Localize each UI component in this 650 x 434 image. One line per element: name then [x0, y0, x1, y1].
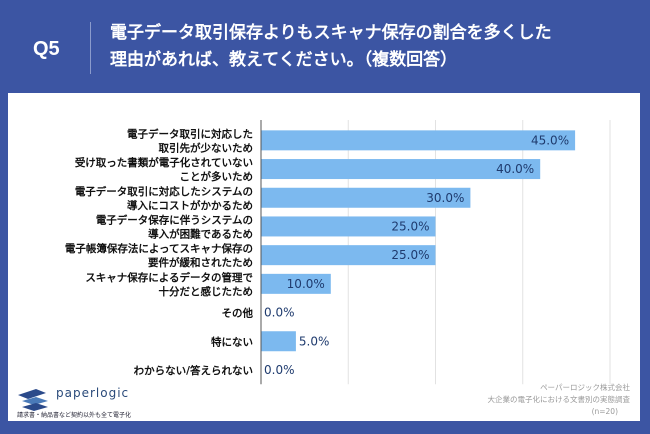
category-label: 受け取った書類が電子化されていない	[75, 156, 253, 169]
data-label: 25.0%	[391, 248, 429, 262]
category-label: わからない/答えられない	[134, 364, 253, 377]
bar	[261, 159, 541, 180]
page-title: 電子データ取引保存よりもスキャナ保存の割合を多くした 理由があれば、教えてくださ…	[110, 20, 552, 74]
category-label: ことが多いため	[180, 170, 254, 183]
sample-size: (n=20)	[591, 407, 618, 416]
bar	[261, 216, 436, 237]
data-label: 40.0%	[496, 162, 534, 176]
category-label: その他	[222, 307, 254, 320]
data-label: 45.0%	[531, 133, 569, 147]
title-line-2: 理由があれば、教えてください。（複数回答）	[110, 50, 458, 70]
source-company: ペーパーロジック株式会社	[540, 383, 630, 392]
bar	[261, 273, 331, 294]
data-label: 0.0%	[264, 306, 295, 320]
category-label: 電子データ取引に対応したシステムの	[75, 185, 253, 198]
tagline: 請求書・納品書など契約以外も全て電子化	[17, 412, 132, 419]
category-label: 電子データ取引に対応した	[127, 127, 253, 140]
logo-text: paperlogic	[56, 386, 130, 400]
data-label: 30.0%	[426, 191, 464, 205]
category-label: スキャナ保存によるデータの管理で	[85, 271, 253, 284]
bar	[261, 187, 471, 208]
category-label: 要件が緩和されたため	[148, 256, 253, 269]
question-number: Q5	[33, 38, 60, 60]
category-label: 導入にコストがかかるため	[127, 199, 253, 212]
title-line-1: 電子データ取引保存よりもスキャナ保存の割合を多くした	[110, 23, 552, 43]
category-label: 特にない	[211, 335, 253, 348]
source: ペーパーロジック株式会社 大企業の電子化における文書別の実態調査 (n=20)	[488, 382, 631, 418]
bar	[261, 245, 436, 266]
category-label: 電子データ保存に伴うシステムの	[96, 213, 253, 226]
bar	[261, 331, 296, 352]
data-label: 5.0%	[299, 334, 330, 348]
category-label: 導入が困難であるため	[148, 227, 253, 240]
category-label: 取引先が少ないため	[159, 141, 254, 154]
data-label: 25.0%	[391, 219, 429, 233]
data-label: 10.0%	[287, 277, 325, 291]
data-label: 0.0%	[264, 363, 295, 377]
category-label: 電子帳簿保存法によってスキャナ保存の	[65, 242, 253, 255]
divider	[90, 22, 91, 74]
source-survey: 大企業の電子化における文書別の実態調査	[487, 395, 631, 404]
category-label: 十分だと感じたため	[159, 285, 254, 298]
bar	[261, 130, 576, 151]
paperlogic-logo-icon	[18, 389, 48, 411]
